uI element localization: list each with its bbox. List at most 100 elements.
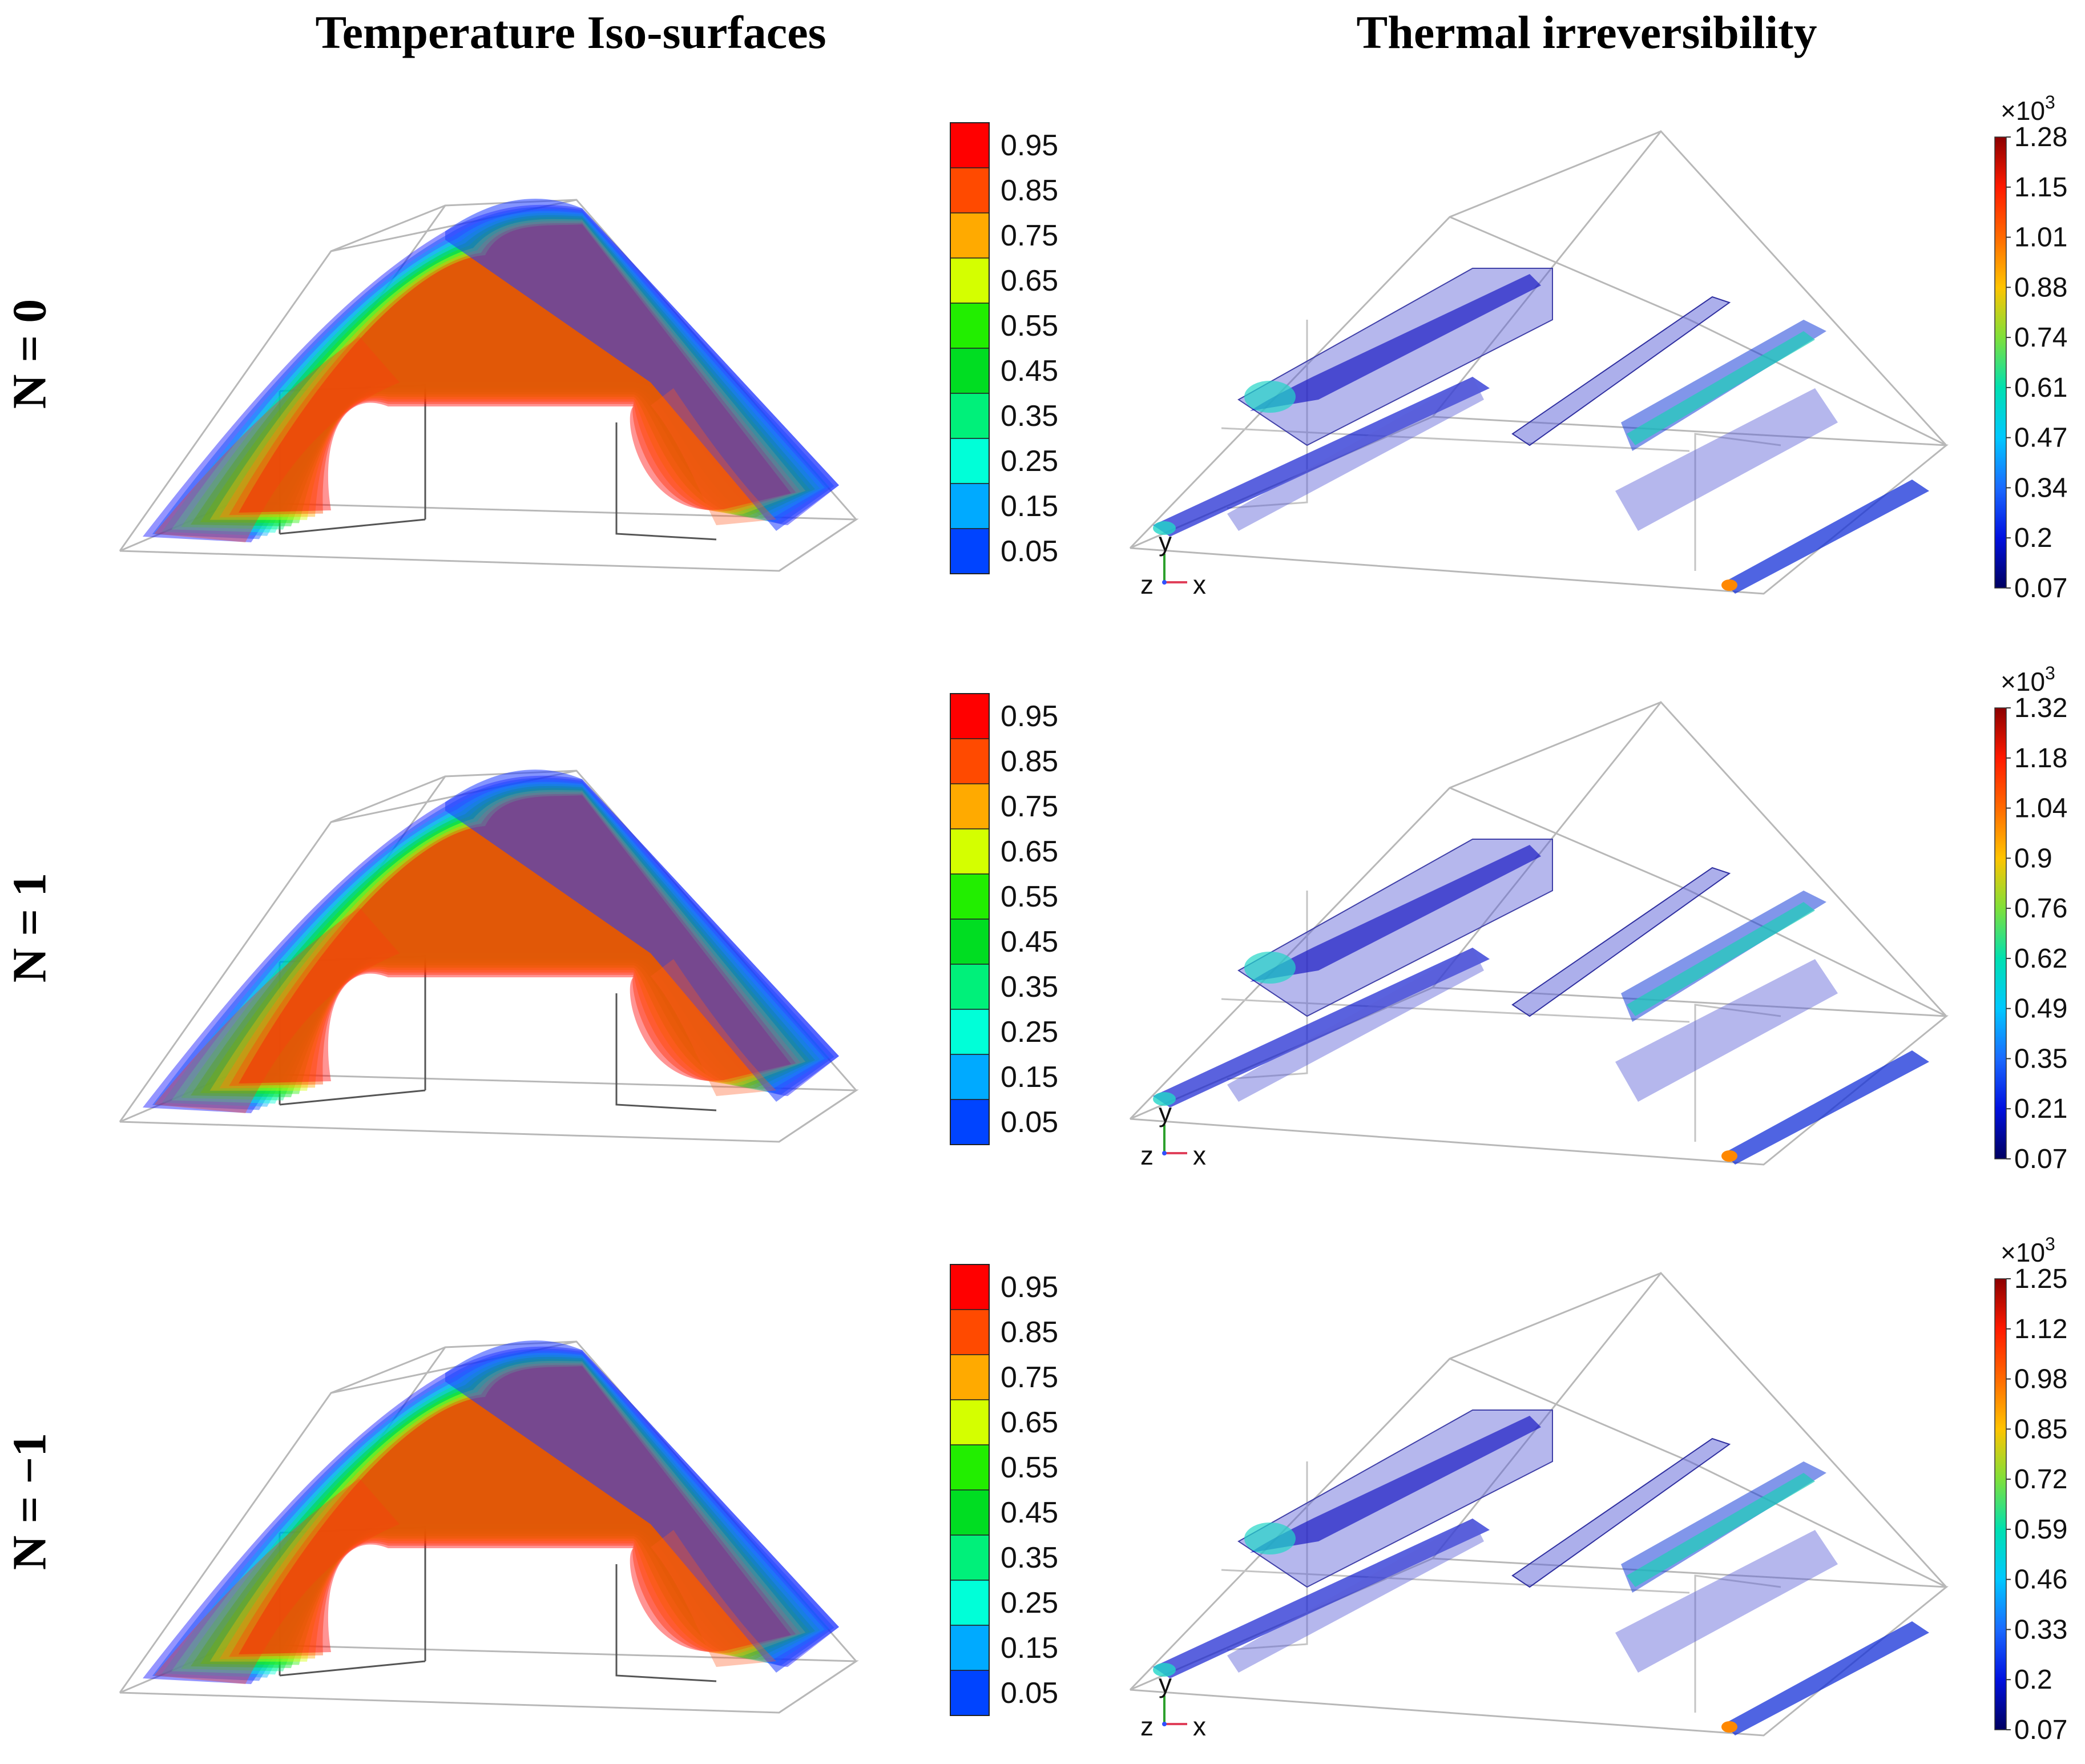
- irreversibility-surface: [1250, 1416, 1541, 1553]
- iso-surface: [143, 204, 839, 543]
- temperature-colorbar: 0.95 0.85 0.75 0.65 0.55 0.45 0.35 0.25 0.15 0.05: [950, 122, 1058, 574]
- iso-surface: [152, 1348, 834, 1681]
- colorbar-tick-label: 0.9: [2014, 843, 2052, 873]
- colorbar-tick-label: 0.35: [1001, 970, 1058, 1004]
- colorbar-segment: [950, 1535, 990, 1581]
- irreversibility-surface: [1615, 1530, 1838, 1673]
- x-axis-label: x: [1193, 1141, 1206, 1170]
- iso-surface: [200, 217, 810, 523]
- colorbar-tick-label: 0.15: [1001, 490, 1058, 523]
- irreversibility-surface: [1250, 274, 1541, 411]
- colorbar-tick-label: 0.21: [2014, 1094, 2067, 1124]
- iso-surface: [209, 219, 806, 520]
- irreversibility-surface: [1227, 948, 1484, 1102]
- colorbar-segment: [950, 1354, 990, 1400]
- colorbar-segment: [950, 693, 990, 739]
- colorbar-tick-label: 0.35: [2014, 1044, 2067, 1074]
- colorbar-tick-label: 0.85: [1001, 745, 1058, 778]
- colorbar-tick-label: 0.61: [2014, 373, 2067, 403]
- iso-surface: [200, 1359, 810, 1665]
- colorbar-tick-label: 0.75: [1001, 1361, 1058, 1394]
- hotspot: [1153, 1663, 1176, 1677]
- colorbar-segment: [950, 783, 990, 829]
- z-axis-label: z: [1140, 570, 1154, 599]
- colorbar-tick-label: 0.34: [2014, 473, 2067, 503]
- colorbar-segment: [950, 483, 990, 529]
- colorbar-segment: [950, 212, 990, 259]
- colorbar-multiplier: ×103: [2001, 1234, 2055, 1267]
- iso-surface: [191, 215, 815, 526]
- colorbar-frame: [950, 122, 990, 574]
- colorbar-tick-label: 0.75: [1001, 219, 1058, 252]
- domain-wireframe: [1129, 700, 1949, 1166]
- iso-surface: [651, 1530, 776, 1667]
- colorbar-tick-label: 0.65: [1001, 264, 1058, 297]
- iso-surface-layers: [143, 1340, 839, 1684]
- iso-surface: [181, 784, 820, 1101]
- domain-wireframe: [1129, 1271, 1949, 1737]
- iso-surface: [152, 778, 834, 1110]
- colorbar-tick-label: 0.07: [2014, 1715, 2067, 1745]
- iso-surface: [239, 1366, 791, 1654]
- colorbar-tick-label: 0.55: [1001, 880, 1058, 913]
- hotspot: [1721, 579, 1737, 591]
- colorbar-tick-label: 0.65: [1001, 835, 1058, 868]
- irreversibility-surface: [1615, 959, 1838, 1102]
- iso-surface: [239, 224, 791, 513]
- colorbar-tick-label: 0.88: [2014, 272, 2067, 303]
- colorbar-segment: [950, 393, 990, 439]
- colorbar-gradient: [1994, 707, 2007, 1159]
- colorbar-segment: [950, 919, 990, 965]
- temperature-iso-surface-plot: 0.95 0.85 0.75 0.65 0.55 0.45 0.35 0.25 0.15 0.05: [119, 693, 1058, 1145]
- iso-surface: [219, 1363, 801, 1660]
- colorbar-tick-label: 0.72: [2014, 1464, 2067, 1495]
- colorbar-tick-label: 0.55: [1001, 309, 1058, 343]
- hotspot: [1153, 521, 1176, 535]
- temperature-iso-surface-plot: 0.95 0.85 0.75 0.65 0.55 0.45 0.35 0.25 0.15 0.05: [119, 1264, 1058, 1716]
- irreversibility-panel: y z x ×103 1.28 1.15 1.01 0.88 0.74 0.61 0.47 0.34 0…: [1119, 80, 2083, 605]
- colorbar-tick-label: 0.05: [1001, 535, 1058, 568]
- iso-surface: [171, 1352, 825, 1675]
- colorbar-tick-label: 0.05: [1001, 1106, 1058, 1139]
- block-outline: [279, 384, 717, 541]
- colorbar-segment: [950, 828, 990, 875]
- iso-surface: [445, 770, 839, 1102]
- colorbar-tick-label: 1.32: [2014, 693, 2067, 723]
- x-axis-label: x: [1193, 570, 1206, 599]
- iso-surface: [219, 221, 801, 518]
- iso-surface: [445, 1340, 839, 1673]
- colorbar-segment: [950, 122, 990, 168]
- irreversibility-panel: y z x ×103 1.32 1.18 1.04 0.9 0.76 0.62 0.49 0.35 0.…: [1119, 651, 2083, 1176]
- colorbar-tick-label: 0.35: [1001, 1541, 1058, 1574]
- colorbar-segment: [950, 167, 990, 214]
- temperature-panel: 0.95 0.85 0.75 0.65 0.55 0.45 0.35 0.25 0.15 0.05: [103, 86, 1084, 588]
- colorbar-tick-label: 0.98: [2014, 1364, 2067, 1395]
- iso-surface: [143, 1346, 839, 1684]
- colorbar-segment: [950, 257, 990, 304]
- colorbar-tick-label: 0.2: [2014, 523, 2052, 553]
- colorbar-segment: [950, 873, 990, 920]
- hotspot: [1627, 1473, 1815, 1587]
- iso-surface: [191, 1356, 815, 1668]
- iso-surface: [200, 788, 810, 1094]
- iso-surface-layers: [143, 199, 839, 543]
- colorbar-segment: [950, 1444, 990, 1491]
- iso-surface: [171, 782, 825, 1104]
- colorbar-tick-label: 1.25: [2014, 1264, 2067, 1294]
- iso-surface: [162, 779, 830, 1107]
- colorbar-tick-label: 0.59: [2014, 1515, 2067, 1545]
- iso-surface: [152, 207, 834, 539]
- iso-surface: [154, 337, 400, 542]
- iso-surface: [171, 211, 825, 533]
- y-axis-label: y: [1159, 527, 1172, 557]
- hotspot: [1721, 1150, 1737, 1162]
- colorbar-tick-label: 0.2: [2014, 1665, 2052, 1695]
- iso-surface: [162, 208, 830, 536]
- colorbar-tick-label: 0.76: [2014, 893, 2067, 924]
- colorbar-tick-label: 1.28: [2014, 122, 2067, 152]
- colorbar-segment: [950, 1489, 990, 1536]
- block-outline: [279, 1526, 717, 1682]
- irreversibility-surfaces: [1153, 268, 1929, 594]
- colorbar-gradient: [1994, 136, 2007, 589]
